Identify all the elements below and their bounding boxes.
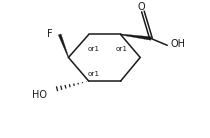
Text: OH: OH [171,39,186,49]
Text: F: F [47,29,52,39]
Text: or1: or1 [116,46,128,52]
Polygon shape [58,34,69,58]
Text: HO: HO [32,90,47,100]
Text: O: O [138,2,145,12]
Text: or1: or1 [87,71,99,77]
Text: or1: or1 [87,46,99,52]
Polygon shape [121,34,151,40]
